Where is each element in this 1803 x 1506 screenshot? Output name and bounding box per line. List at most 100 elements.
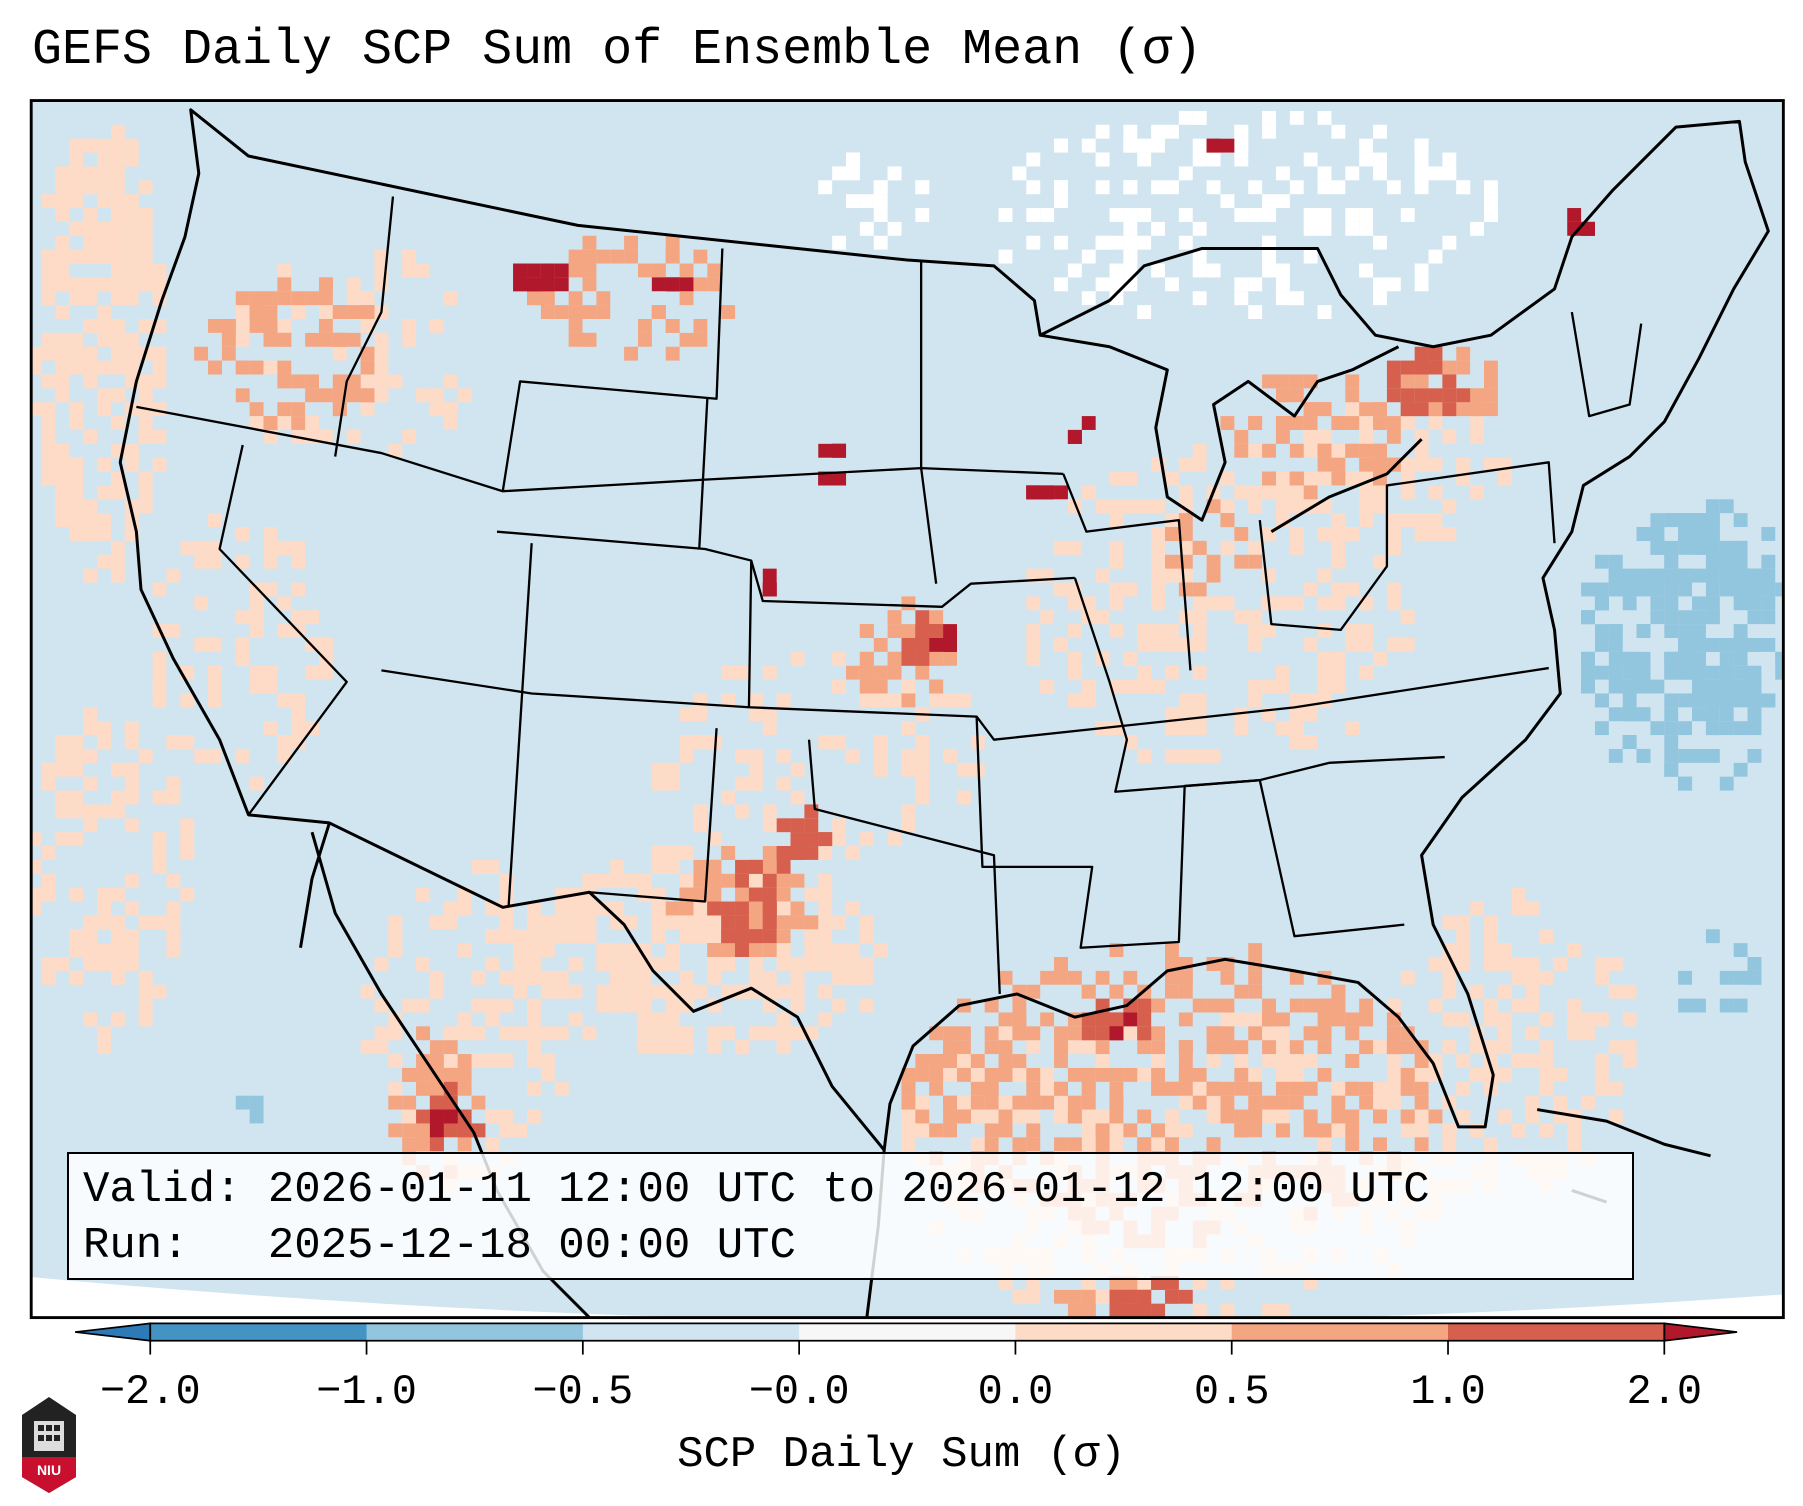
field-cell [1289,970,1304,985]
field-cell [443,1109,458,1124]
field-cell [762,887,777,902]
field-cell [221,318,236,333]
colorbar-tick-label: −0.5 [532,1368,634,1416]
field-cell [1525,1095,1540,1110]
field-cell [55,735,70,749]
field-cell [915,1067,930,1082]
field-cell [1733,513,1748,528]
field-cell [124,956,139,971]
field-cell [929,651,944,666]
field-cell [1165,471,1179,486]
field-cell [194,596,209,611]
field-cell [1220,596,1235,611]
field-cell [1137,637,1152,652]
field-cell [124,152,139,167]
field-cell [1470,901,1485,916]
field-cell [1123,1012,1138,1027]
field-cell [1123,277,1138,292]
field-cell [97,735,111,749]
field-cell [1234,1040,1249,1055]
field-cell [1400,1081,1415,1096]
field-cell [429,1123,444,1138]
field-cell [679,984,694,999]
field-cell [1636,527,1651,541]
field-cell [610,915,625,930]
field-cell [1594,1081,1609,1096]
field-cell [166,929,181,944]
field-cell [1386,429,1401,444]
field-cell [1567,1137,1582,1152]
field-cell [790,846,805,860]
field-cell [1303,1026,1318,1041]
field-cell [1303,735,1318,749]
field-cell [97,513,111,528]
field-cell [1525,970,1540,985]
field-cell [55,804,70,819]
field-cell [1262,443,1276,458]
field-cell [485,1012,500,1027]
field-cell [443,402,458,417]
field-cell [41,291,56,306]
field-cell [124,263,139,278]
field-cell [263,582,278,597]
field-cell [1664,610,1679,625]
field-cell [443,1067,458,1082]
field-cell [318,277,333,292]
field-cell [513,929,528,944]
field-cell [110,804,125,819]
field-cell [790,984,805,999]
field-cell [1095,180,1110,195]
field-cell [1081,291,1096,306]
field-cell [485,956,500,971]
field-cell [1054,1137,1068,1152]
field-cell [1151,554,1166,569]
field-cell [665,235,680,250]
field-cell [1137,1303,1152,1318]
field-cell [235,651,250,666]
field-cell [305,332,319,347]
field-cell [1054,1040,1068,1055]
field-cell [1608,1081,1623,1096]
field-cell [1705,748,1720,763]
field-cell [263,305,278,319]
field-cell [1109,1303,1124,1318]
field-cell [83,291,98,306]
field-cell [762,859,777,874]
field-cell [1109,1012,1124,1027]
field-cell [1123,1289,1138,1304]
field-cell [1733,762,1748,777]
field-cell [804,804,819,819]
field-cell [221,346,236,361]
field-cell [1262,1012,1276,1027]
field-cell [998,1095,1013,1110]
field-cell [568,305,583,319]
field-cell [970,1067,985,1082]
field-cell [69,832,84,847]
field-cell [1581,665,1595,680]
field-cell [69,138,84,153]
field-cell [332,374,347,389]
field-cell [984,1109,999,1124]
field-cell [1248,970,1263,985]
field-cell [762,818,777,833]
field-cell [1608,582,1623,597]
field-cell [471,970,486,985]
field-cell [1289,527,1304,541]
field-cell [1123,235,1138,250]
field-cell [1165,554,1179,569]
field-cell [1178,457,1193,472]
field-cell [901,762,916,777]
field-cell [1331,540,1346,555]
field-cell [1275,1123,1290,1138]
field-cell [1137,998,1152,1013]
field-cell [610,970,625,985]
field-cell [318,388,333,403]
field-cell [901,596,916,611]
field-cell [152,832,167,847]
field-cell [55,790,70,805]
field-cell [540,305,555,319]
field-cell [568,915,583,930]
field-cell [1719,970,1734,985]
field-cell [1151,1303,1166,1318]
field-cell [1345,1054,1360,1068]
